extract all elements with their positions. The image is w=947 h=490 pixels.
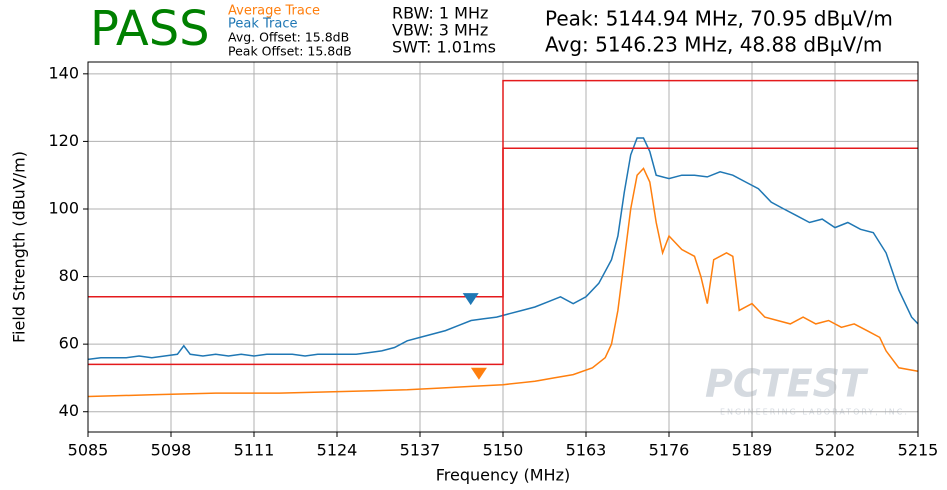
x-tick-label: 5098 — [151, 441, 192, 460]
x-axis-label: Frequency (MHz) — [436, 466, 570, 485]
verdict: PASS — [90, 1, 210, 57]
x-tick-label: 5189 — [732, 441, 773, 460]
y-tick-label: 100 — [48, 198, 79, 217]
x-tick-label: 5111 — [234, 441, 275, 460]
x-tick-label: 5202 — [815, 441, 856, 460]
y-tick-label: 140 — [48, 63, 79, 82]
x-tick-label: 5085 — [68, 441, 109, 460]
x-tick-label: 5215 — [898, 441, 939, 460]
legend-entry: Average Trace — [228, 4, 320, 19]
offset: Avg. Offset: 15.8dB — [228, 30, 349, 45]
marker — [470, 367, 487, 380]
x-tick-label: 5124 — [317, 441, 358, 460]
y-tick-label: 120 — [48, 131, 79, 150]
marker — [462, 293, 479, 306]
trace — [87, 137, 919, 361]
y-tick-label: 60 — [59, 334, 79, 353]
readout: Peak: 5144.94 MHz, 70.95 dBµV/m — [545, 7, 893, 31]
x-tick-label: 5137 — [400, 441, 441, 460]
limit-line — [88, 147, 918, 366]
x-tick-label: 5150 — [483, 441, 524, 460]
watermark: PCTEST — [705, 362, 869, 406]
setting: RBW: 1 MHz — [392, 4, 488, 23]
plot-frame — [87, 61, 919, 433]
x-tick-label: 5163 — [566, 441, 607, 460]
readout: Avg: 5146.23 MHz, 48.88 dBµV/m — [545, 33, 882, 57]
offset: Peak Offset: 15.8dB — [228, 44, 352, 59]
x-tick-label: 5176 — [649, 441, 690, 460]
trace — [87, 167, 919, 398]
legend-entry: Peak Trace — [228, 17, 298, 32]
setting: SWT: 1.01ms — [392, 38, 496, 57]
y-axis-label: Field Strength (dBuV/m) — [10, 151, 29, 343]
y-tick-label: 40 — [59, 401, 79, 420]
setting: VBW: 3 MHz — [392, 21, 488, 40]
y-tick-label: 80 — [59, 266, 79, 285]
